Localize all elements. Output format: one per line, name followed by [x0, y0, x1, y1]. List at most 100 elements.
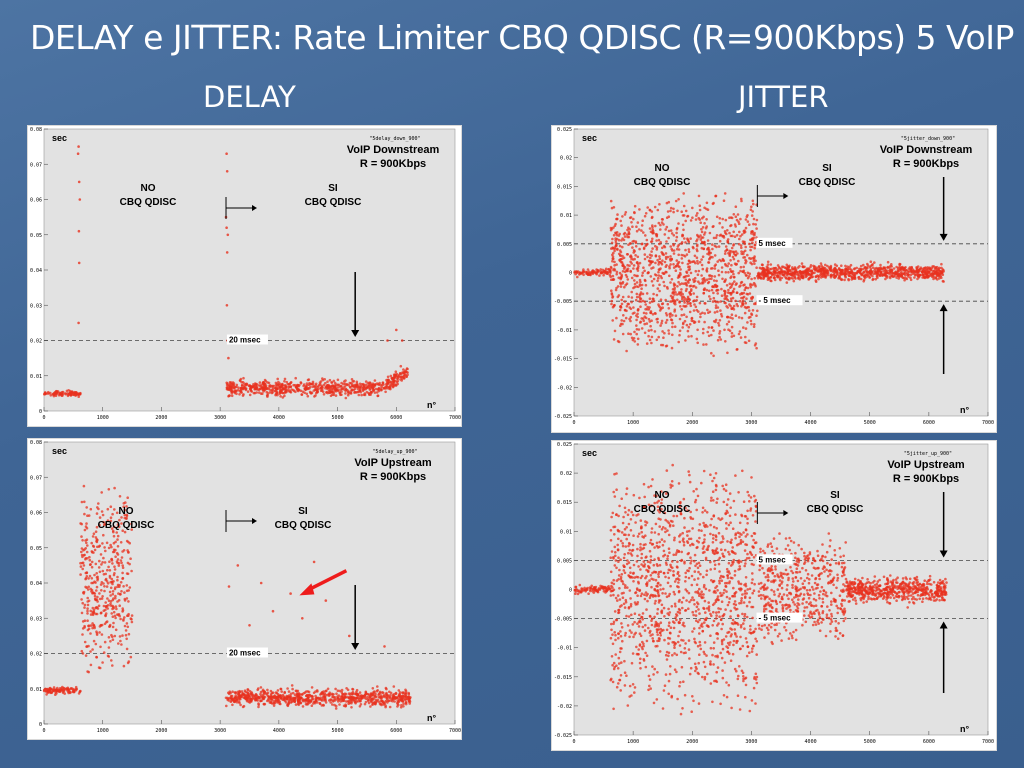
data-point — [234, 691, 237, 695]
data-point — [670, 300, 673, 303]
data-point — [629, 315, 633, 319]
data-point — [301, 390, 305, 394]
data-point — [619, 282, 622, 286]
data-point — [660, 319, 664, 323]
data-point — [633, 211, 636, 214]
data-point — [111, 625, 115, 629]
data-point — [589, 588, 592, 591]
data-point — [288, 697, 292, 701]
data-point — [287, 690, 291, 693]
y-tick-label: 0.01 — [30, 374, 42, 380]
data-point — [111, 582, 114, 586]
data-point — [594, 585, 598, 589]
data-point — [692, 309, 696, 312]
data-point — [640, 317, 643, 320]
data-point — [402, 705, 405, 708]
outlier-point — [225, 152, 228, 155]
data-point — [576, 592, 580, 596]
data-point — [694, 305, 698, 309]
data-point — [672, 242, 675, 246]
data-point — [714, 318, 718, 322]
data-point — [846, 267, 850, 270]
data-point — [342, 380, 346, 383]
data-point — [84, 539, 87, 542]
y-tick-label: -0.005 — [554, 617, 572, 623]
data-point — [723, 294, 727, 297]
data-point — [734, 250, 738, 253]
data-point — [702, 575, 705, 579]
data-point — [83, 528, 87, 532]
data-point — [677, 260, 681, 264]
data-point — [602, 273, 605, 277]
data-point — [657, 261, 661, 264]
delay-up-svg: 00.010.020.030.040.050.060.070.080 1000 20… — [30, 440, 461, 734]
data-point — [262, 692, 266, 695]
data-point — [117, 564, 121, 567]
data-point — [645, 312, 648, 315]
data-point — [815, 266, 819, 269]
data-point — [281, 391, 285, 395]
data-point — [620, 275, 624, 278]
data-point — [633, 311, 636, 315]
data-point — [623, 671, 627, 674]
data-point — [904, 266, 907, 269]
data-point — [747, 275, 751, 278]
y-tick-label: 0.07 — [30, 475, 42, 481]
x-tick-label: 0 — [42, 728, 45, 734]
data-point — [753, 246, 756, 250]
data-point — [639, 320, 642, 324]
data-point — [342, 696, 345, 700]
data-point — [734, 215, 738, 218]
data-point — [820, 264, 823, 267]
data-point — [404, 701, 408, 704]
data-point — [358, 382, 362, 386]
data-point — [640, 224, 644, 227]
data-point — [629, 255, 632, 258]
data-point — [892, 267, 896, 270]
data-point — [689, 271, 693, 275]
data-point — [675, 618, 678, 622]
data-point — [610, 293, 614, 296]
data-point — [625, 282, 629, 285]
data-point — [111, 638, 115, 641]
pointer-arrow-up-head — [939, 304, 948, 312]
data-point — [713, 311, 717, 314]
data-point — [299, 389, 303, 393]
data-point — [229, 387, 232, 390]
data-point — [703, 675, 707, 679]
data-point — [681, 214, 685, 217]
data-point — [614, 241, 618, 244]
data-point — [730, 263, 733, 267]
scatter-points — [43, 145, 409, 400]
data-point — [879, 270, 883, 274]
data-point — [664, 270, 667, 274]
data-point — [667, 215, 671, 218]
data-point — [685, 323, 689, 327]
data-point — [610, 515, 613, 519]
data-point — [745, 297, 748, 300]
data-point — [125, 505, 128, 508]
data-point — [709, 634, 712, 637]
data-point — [288, 390, 292, 394]
data-point — [718, 217, 722, 220]
data-point — [671, 333, 674, 337]
data-point — [119, 617, 122, 621]
x-tick-label: 4000 — [805, 739, 817, 745]
data-point — [275, 691, 279, 695]
data-point — [755, 266, 758, 269]
data-point — [340, 688, 344, 692]
data-point — [578, 273, 581, 276]
data-point — [331, 703, 334, 706]
data-point — [809, 275, 813, 278]
data-point — [333, 703, 336, 707]
data-point — [95, 630, 98, 633]
data-point — [744, 274, 748, 277]
x-tick-label: 6000 — [390, 415, 402, 421]
data-point — [682, 313, 686, 316]
data-point — [669, 259, 672, 262]
data-point — [708, 277, 711, 281]
data-point — [740, 233, 744, 236]
y-tick-label: 0.015 — [557, 500, 572, 506]
data-point — [688, 302, 692, 305]
y-tick-label: 0.08 — [30, 127, 42, 133]
